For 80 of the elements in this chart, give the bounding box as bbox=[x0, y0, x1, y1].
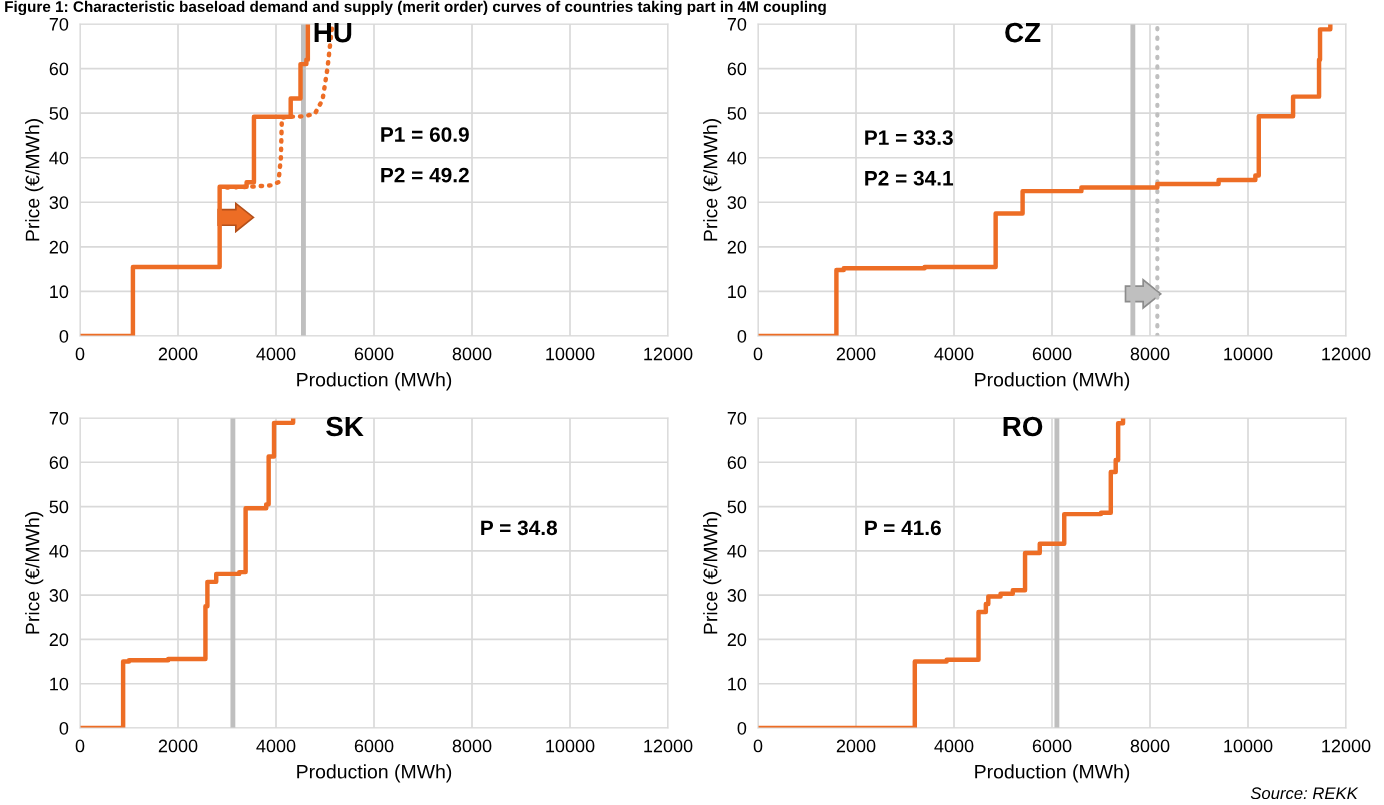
y-axis-title: Price (€/MWh) bbox=[25, 512, 44, 634]
x-tick-label: 6000 bbox=[1032, 739, 1072, 753]
annotation: P2 = 34.1 bbox=[865, 170, 954, 186]
annotation: P2 = 49.2 bbox=[381, 167, 469, 183]
x-axis-title: Production (MWh) bbox=[297, 372, 452, 391]
y-tick-label: 0 bbox=[59, 329, 69, 343]
x-tick-label: 0 bbox=[753, 347, 763, 361]
x-tick-label: 8000 bbox=[1130, 347, 1170, 361]
x-tick-label: 12000 bbox=[1322, 739, 1371, 753]
y-tick-label: 20 bbox=[49, 633, 69, 647]
y-tick-label: 60 bbox=[49, 456, 69, 470]
y-tick-label: 10 bbox=[728, 677, 747, 691]
y-tick-label: 70 bbox=[49, 411, 69, 425]
annotation: P1 = 60.9 bbox=[381, 127, 469, 142]
y-tick-label: 30 bbox=[49, 196, 69, 210]
y-tick-label: 60 bbox=[727, 456, 747, 470]
y-tick-label: 30 bbox=[727, 196, 747, 210]
annotation: HU bbox=[314, 22, 352, 43]
y-tick-label: 50 bbox=[49, 107, 69, 120]
x-tick-label: 6000 bbox=[354, 347, 394, 361]
x-tick-label: 10000 bbox=[1224, 739, 1273, 753]
y-tick-label: 0 bbox=[737, 721, 747, 735]
x-tick-label: 6000 bbox=[354, 739, 394, 753]
x-tick-label: 4000 bbox=[934, 347, 974, 361]
x-tick-label: 8000 bbox=[452, 347, 492, 361]
y-tick-label: 40 bbox=[727, 544, 747, 558]
y-tick-label: 0 bbox=[59, 721, 69, 735]
x-tick-label: 0 bbox=[753, 739, 763, 753]
y-tick-label: 50 bbox=[727, 500, 747, 514]
annotation: P = 41.6 bbox=[865, 520, 941, 536]
x-tick-label: 2000 bbox=[158, 347, 198, 361]
y-tick-label: 40 bbox=[49, 151, 69, 165]
x-tick-label: 4000 bbox=[934, 739, 974, 753]
y-tick-label: 20 bbox=[49, 240, 69, 254]
x-tick-label: 4000 bbox=[256, 739, 296, 753]
y-tick-label: 10 bbox=[50, 677, 69, 691]
x-axis-title: Production (MWh) bbox=[297, 764, 452, 783]
source-note: Source: REKK bbox=[1250, 787, 1359, 800]
x-tick-label: 10000 bbox=[1224, 347, 1273, 361]
x-tick-label: 0 bbox=[75, 347, 85, 361]
x-axis-title: Production (MWh) bbox=[975, 372, 1130, 391]
annotation: P1 = 33.3 bbox=[865, 130, 953, 146]
x-tick-label: 8000 bbox=[1130, 739, 1170, 753]
x-tick-label: 10000 bbox=[546, 739, 595, 753]
y-tick-label: 50 bbox=[727, 107, 747, 120]
x-tick-label: 12000 bbox=[644, 347, 693, 361]
x-tick-label: 6000 bbox=[1032, 347, 1072, 361]
x-axis-title: Production (MWh) bbox=[975, 764, 1130, 783]
y-axis-title: Price (€/MWh) bbox=[703, 119, 722, 241]
x-tick-label: 4000 bbox=[256, 347, 296, 361]
y-tick-label: 70 bbox=[49, 17, 69, 31]
y-tick-label: 60 bbox=[727, 62, 747, 76]
x-tick-label: 8000 bbox=[452, 739, 492, 753]
x-tick-label: 12000 bbox=[1322, 347, 1371, 361]
x-tick-label: 2000 bbox=[836, 347, 876, 361]
y-tick-label: 40 bbox=[49, 544, 69, 558]
y-tick-label: 20 bbox=[727, 633, 747, 647]
chart-title: Figure 1: Characteristic baseload demand and supply (merit order) curves of countries taking part in 4M coupling bbox=[5, 0, 826, 16]
y-tick-label: 0 bbox=[737, 329, 747, 343]
x-tick-label: 10000 bbox=[546, 347, 595, 361]
y-tick-label: 70 bbox=[727, 17, 747, 31]
annotation: RO bbox=[1003, 416, 1043, 437]
annotation: CZ bbox=[1005, 22, 1041, 43]
x-tick-label: 2000 bbox=[158, 739, 198, 753]
y-axis-title: Price (€/MWh) bbox=[703, 512, 722, 634]
y-tick-label: 30 bbox=[727, 589, 747, 602]
y-tick-label: 50 bbox=[49, 500, 69, 514]
y-tick-label: 30 bbox=[49, 589, 69, 602]
y-tick-label: 60 bbox=[49, 62, 69, 76]
annotation: P = 34.8 bbox=[481, 520, 558, 536]
x-tick-label: 12000 bbox=[644, 739, 693, 753]
y-tick-label: 40 bbox=[727, 151, 747, 165]
y-axis-title: Price (€/MWh) bbox=[25, 119, 44, 241]
x-tick-label: 0 bbox=[75, 739, 85, 753]
annotation: SK bbox=[326, 416, 364, 437]
y-tick-label: 20 bbox=[727, 240, 747, 254]
y-tick-label: 70 bbox=[727, 411, 747, 425]
y-tick-label: 10 bbox=[728, 285, 747, 299]
y-tick-label: 10 bbox=[50, 285, 69, 299]
x-tick-label: 2000 bbox=[836, 739, 876, 753]
